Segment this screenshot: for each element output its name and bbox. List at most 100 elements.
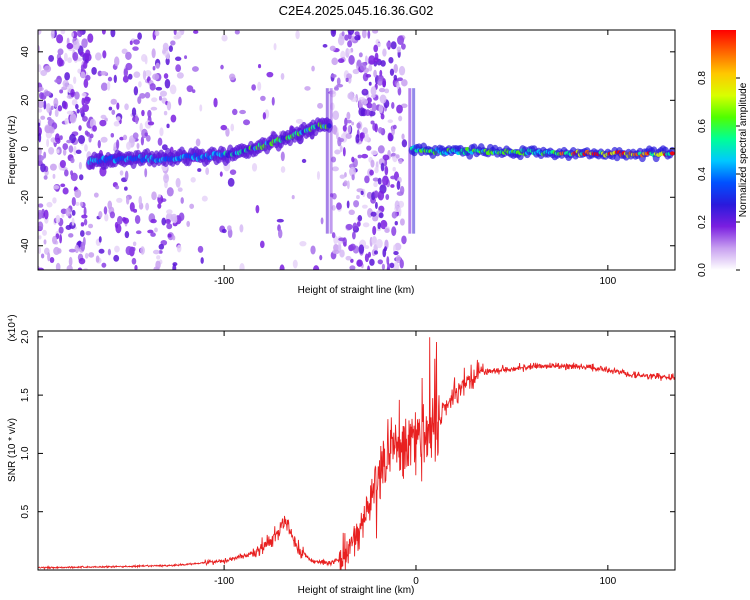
spectrogram-speckle — [80, 222, 85, 227]
snr-ylabel: SNR (10 * v/v) — [7, 418, 18, 482]
spectrogram-speckle — [342, 125, 347, 132]
spectrogram-speckle — [129, 202, 135, 212]
spectrogram-speckle — [53, 97, 59, 108]
spectrogram-speckle — [139, 122, 143, 132]
spectrogram-speckle — [38, 267, 45, 270]
spectrogram-speckle — [59, 89, 64, 94]
spectrogram-speckle — [73, 76, 77, 84]
spectrogram-speckle — [332, 110, 340, 121]
spectrogram-speckle — [63, 101, 68, 110]
spectrogram-speckle — [343, 180, 348, 187]
spectrogram-speckle — [145, 134, 151, 142]
spectrogram-speckle — [225, 127, 230, 137]
spectrogram-speckle — [348, 55, 355, 65]
spectrogram-speckle — [64, 72, 70, 81]
spectrogram-speckle — [77, 134, 86, 144]
spectrogram-speckle — [166, 123, 170, 129]
spectrogram-speckle — [176, 244, 182, 253]
spectrogram-speckle — [144, 168, 148, 178]
spectrogram-speckle — [336, 202, 342, 210]
spectrogram-speckle — [382, 175, 389, 186]
spectrogram-speckle — [70, 170, 74, 176]
snr-y-multiplier: (x10⁴) — [7, 314, 18, 341]
spectrogram-speckle — [142, 70, 147, 80]
spectrogram-speckle — [234, 30, 240, 35]
spectrogram-speckle — [346, 200, 350, 209]
spectrogram-speckle — [366, 145, 372, 151]
spectrogram-speckle — [43, 175, 48, 180]
spectrogram-speckle — [81, 38, 88, 49]
spectrogram-speckle — [93, 192, 99, 198]
spectrogram-speckle — [116, 197, 123, 203]
spectrogram-speckle — [74, 91, 80, 100]
spectrogram-speckle — [100, 114, 107, 119]
spectrogram-speckle — [322, 44, 328, 48]
spectrogram-speckle — [171, 216, 178, 224]
spectrogram-speckle — [347, 30, 355, 36]
spectrogram-speckle — [56, 149, 60, 154]
spectrogram-speckle — [84, 144, 88, 152]
spectrogram-speckle — [145, 202, 150, 211]
spectrogram-speckle — [364, 55, 368, 64]
spectrogram-speckle — [166, 101, 172, 111]
spectrogram-speckle — [398, 65, 406, 76]
spectrogram-speckle — [370, 159, 375, 168]
spectrogram-speckle — [126, 141, 132, 150]
spectrogram-speckle — [330, 30, 337, 37]
spectrogram-speckle — [370, 150, 378, 156]
spectrogram-speckle — [356, 195, 360, 200]
spectrogram-speckle — [394, 242, 402, 251]
spectrogram-speckle — [46, 201, 53, 208]
spectrogram-speckle — [81, 92, 87, 97]
spectrogram-speckle — [58, 226, 64, 234]
spectrogram-speckle — [398, 158, 403, 165]
spectrogram-speckle — [329, 45, 336, 52]
spectrogram-speckle — [370, 86, 377, 96]
spectrogram-speckle — [387, 119, 394, 124]
spectrogram-speckle — [377, 190, 385, 201]
spectrogram-speckle — [147, 121, 155, 126]
spectrogram-speckle — [339, 145, 343, 152]
spectrogram-speckle — [132, 241, 137, 247]
spectrogram-speckle — [140, 246, 145, 255]
spectrogram-speckle — [107, 248, 111, 256]
spectrogram-speckle — [383, 158, 388, 167]
spectrogram-speckle — [191, 66, 199, 72]
spectrogram-speckle — [172, 264, 177, 270]
spectrogram-speckle — [371, 94, 376, 98]
spectrogram-speckle — [332, 124, 338, 135]
spectrogram-speckle — [85, 49, 91, 57]
spectrogram-speckle — [373, 44, 379, 53]
spectrogram-speckle — [78, 161, 82, 170]
spectrogram-speckle — [260, 95, 266, 101]
spectrogram-speckle — [48, 146, 55, 155]
spectrogram-speckle — [395, 255, 401, 264]
spectrogram-speckle — [257, 63, 262, 69]
spectrogram-speckle — [397, 35, 405, 46]
spectrogram-speckle — [370, 120, 375, 125]
spectrogram-speckle — [349, 243, 356, 251]
spectrogram-speckle — [43, 100, 47, 110]
spectrogram-speckle — [69, 113, 77, 124]
spectrogram-speckle — [134, 214, 141, 225]
spectrogram-speckle — [374, 250, 378, 255]
spectrogram-speckle — [38, 64, 42, 73]
snr-ytick-label: 1.5 — [20, 388, 31, 402]
spectrogram-speckle — [78, 174, 84, 181]
spectrogram-speckle — [380, 219, 388, 230]
spectrogram-speckle — [384, 228, 390, 233]
spectrogram-speckle — [197, 168, 202, 172]
spectrogram-speckle — [221, 34, 228, 42]
spectrogram-speckle — [359, 132, 365, 139]
spectrogram-speckle — [100, 82, 108, 91]
spectrogram-speckle — [190, 177, 196, 183]
spectrogram-speckle — [119, 170, 124, 176]
spectrogram-speckle — [291, 194, 295, 200]
spectrogram-speckle — [94, 52, 102, 61]
spectrogram-speckle — [362, 222, 370, 228]
spectrogram-speckle — [38, 154, 45, 162]
spectrogram-speckle — [115, 223, 122, 234]
spectrogram-speckle — [351, 121, 355, 126]
snr-panel: -100 0 100 0.5 1.0 1.5 2.0 Height of straight … — [7, 314, 676, 596]
spectrogram-axes: -100 100 -40 -20 0 20 40 — [20, 30, 675, 287]
